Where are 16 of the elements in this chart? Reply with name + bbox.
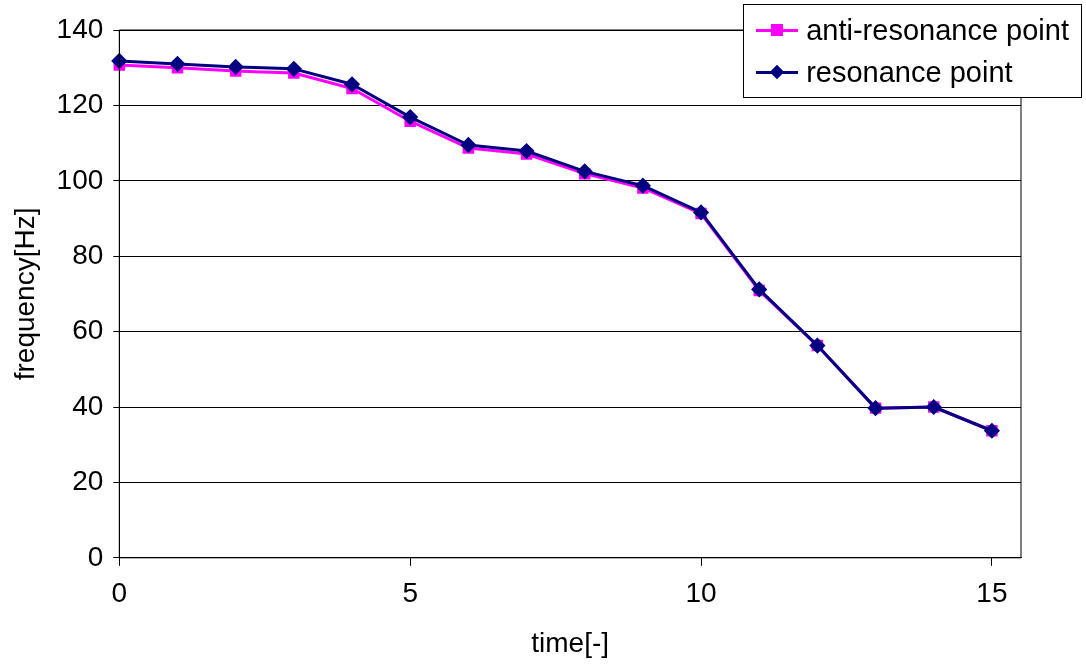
y-tick-label: 60 [72, 314, 104, 346]
y-tick-label: 80 [72, 238, 104, 270]
y-tick-label: 120 [56, 88, 104, 120]
y-tick-label: 20 [72, 465, 104, 497]
y-tick-label: 140 [56, 12, 104, 44]
y-axis-title: frequency[Hz] [8, 207, 40, 381]
x-axis-title: time[-] [531, 626, 610, 658]
x-tick-label: 15 [976, 577, 1008, 609]
legend-label: resonance point [806, 55, 1013, 89]
y-tick-label: 40 [72, 389, 104, 421]
x-tick-label: 0 [111, 577, 128, 609]
y-tick-label: 0 [87, 540, 104, 572]
x-tick-label: 5 [402, 577, 418, 609]
y-tick-label: 100 [56, 163, 104, 195]
x-tick-label: 10 [685, 577, 717, 609]
legend-label: anti-resonance point [806, 13, 1069, 47]
